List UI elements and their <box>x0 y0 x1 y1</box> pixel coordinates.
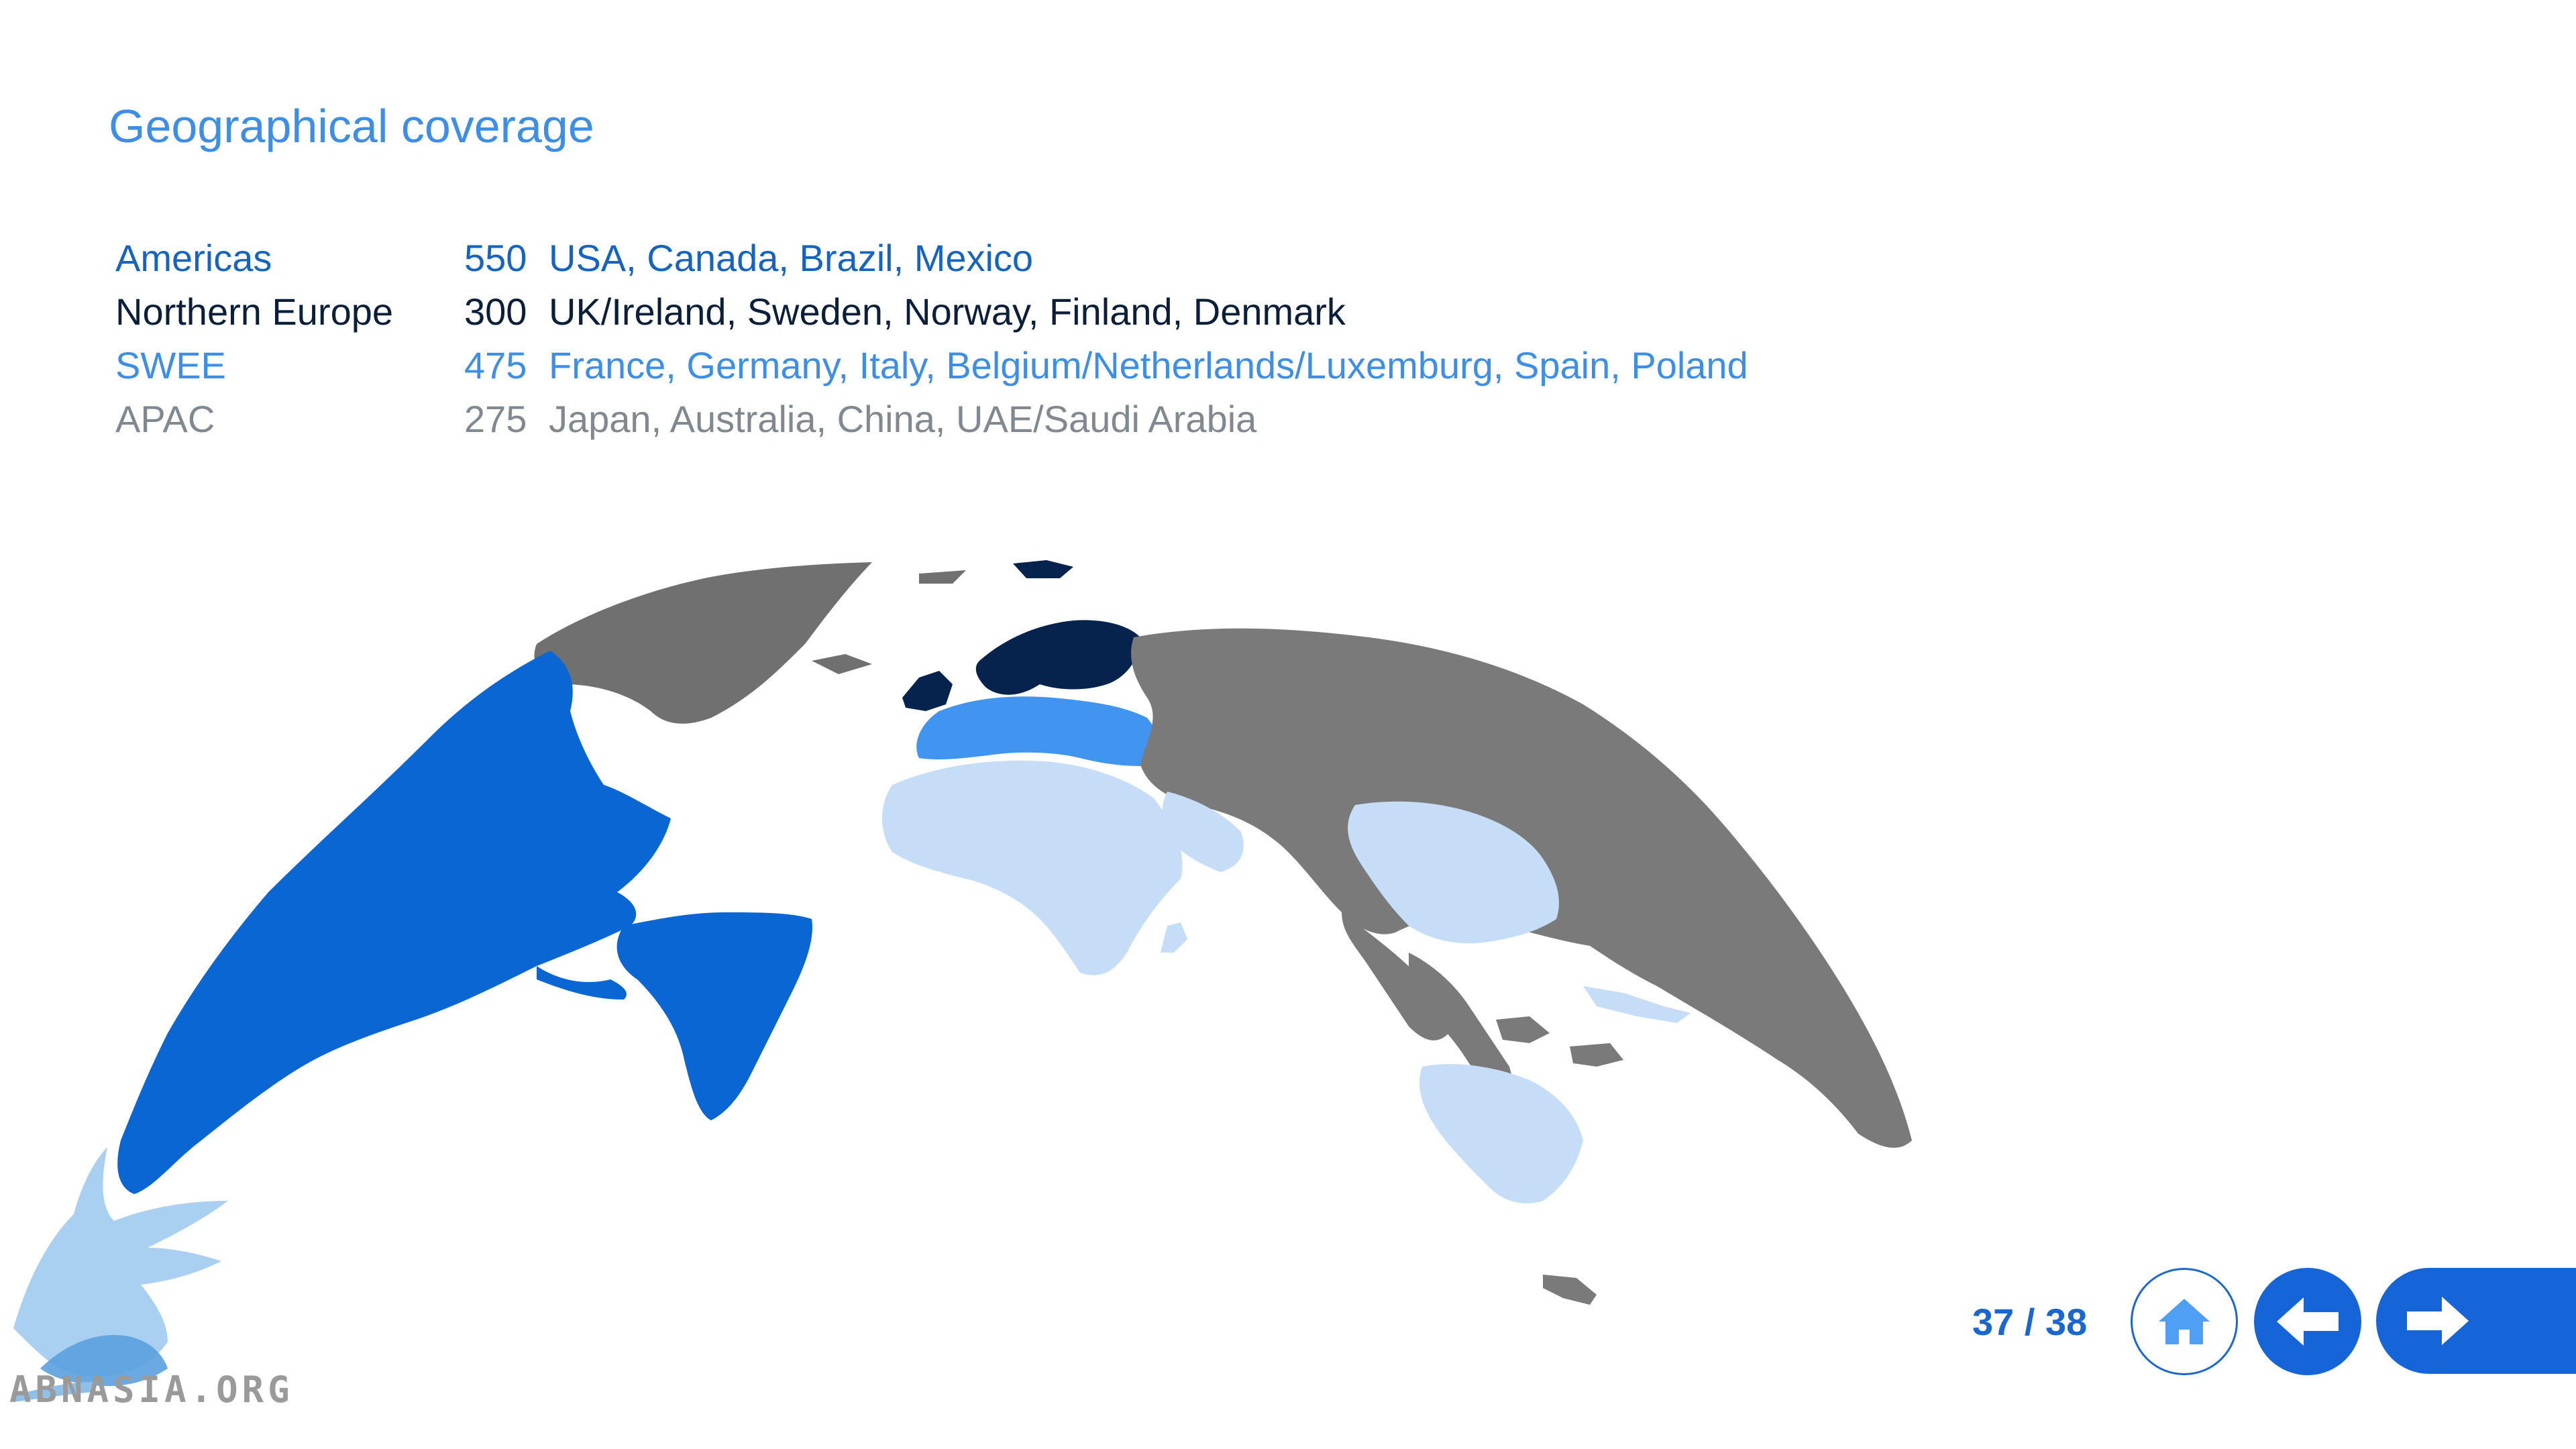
home-icon <box>2159 1299 2210 1344</box>
map-region-new-zealand <box>1543 1275 1597 1305</box>
map-region-south-america <box>616 912 812 1120</box>
region-row-americas: Americas 550 USA, Canada, Brazil, Mexico <box>115 236 1748 290</box>
map-region-iceland <box>1013 560 1073 578</box>
region-name: Americas <box>115 237 272 279</box>
next-button[interactable] <box>2376 1268 2576 1374</box>
region-count: 550 <box>464 237 527 279</box>
region-row-northern-europe: Northern Europe 300 UK/Ireland, Sweden, … <box>115 290 1748 343</box>
map-region-arctic-islands <box>812 570 966 674</box>
region-count: 300 <box>464 290 527 333</box>
map-region-china <box>1348 801 1559 944</box>
map-region-northern-europe <box>975 620 1140 695</box>
home-button[interactable] <box>2131 1268 2238 1375</box>
region-countries: France, Germany, Italy, Belgium/Netherla… <box>549 344 1748 386</box>
watermark-text: ABNASIA.ORG <box>9 1368 294 1411</box>
page-current: 37 <box>1972 1301 2015 1343</box>
page-total: 38 <box>2045 1301 2088 1343</box>
region-row-apac: APAC 275 Japan, Australia, China, UAE/Sa… <box>115 397 1748 451</box>
map-region-arctic <box>534 562 872 724</box>
map-region-australia <box>1419 1064 1583 1203</box>
map-region-indonesia <box>1496 1016 1623 1067</box>
page-separator: / <box>2024 1301 2035 1343</box>
page-title: Geographical coverage <box>109 100 594 152</box>
map-region-americas <box>117 651 672 1194</box>
previous-button[interactable] <box>2254 1268 2361 1375</box>
region-name: APAC <box>115 398 215 440</box>
page-counter: 37 / 38 <box>1972 1300 2087 1344</box>
region-countries: Japan, Australia, China, UAE/Saudi Arabi… <box>549 398 1257 440</box>
region-countries: USA, Canada, Brazil, Mexico <box>549 237 1034 279</box>
world-map <box>117 560 1912 1305</box>
map-region-uk-ireland <box>902 671 953 711</box>
map-region-japan <box>1583 986 1690 1023</box>
map-region-africa <box>882 760 1183 975</box>
region-countries: UK/Ireland, Sweden, Norway, Finland, Den… <box>549 290 1346 333</box>
region-name: Northern Europe <box>115 290 394 333</box>
region-list: Americas 550 USA, Canada, Brazil, Mexico… <box>115 236 1748 451</box>
map-region-central-america <box>537 966 627 1000</box>
arrow-left-icon <box>2277 1297 2339 1346</box>
map-region-south-asia <box>1342 912 1449 1040</box>
region-name: SWEE <box>115 344 226 386</box>
region-count: 475 <box>464 344 527 386</box>
region-count: 275 <box>464 398 527 440</box>
map-region-swee <box>916 696 1163 766</box>
map-region-madagascar <box>1161 922 1187 953</box>
griffin-logo-icon <box>13 1147 228 1402</box>
arrow-right-icon <box>2407 1297 2469 1345</box>
region-row-swee: SWEE 475 France, Germany, Italy, Belgium… <box>115 343 1748 397</box>
map-region-arabia <box>1162 792 1244 872</box>
